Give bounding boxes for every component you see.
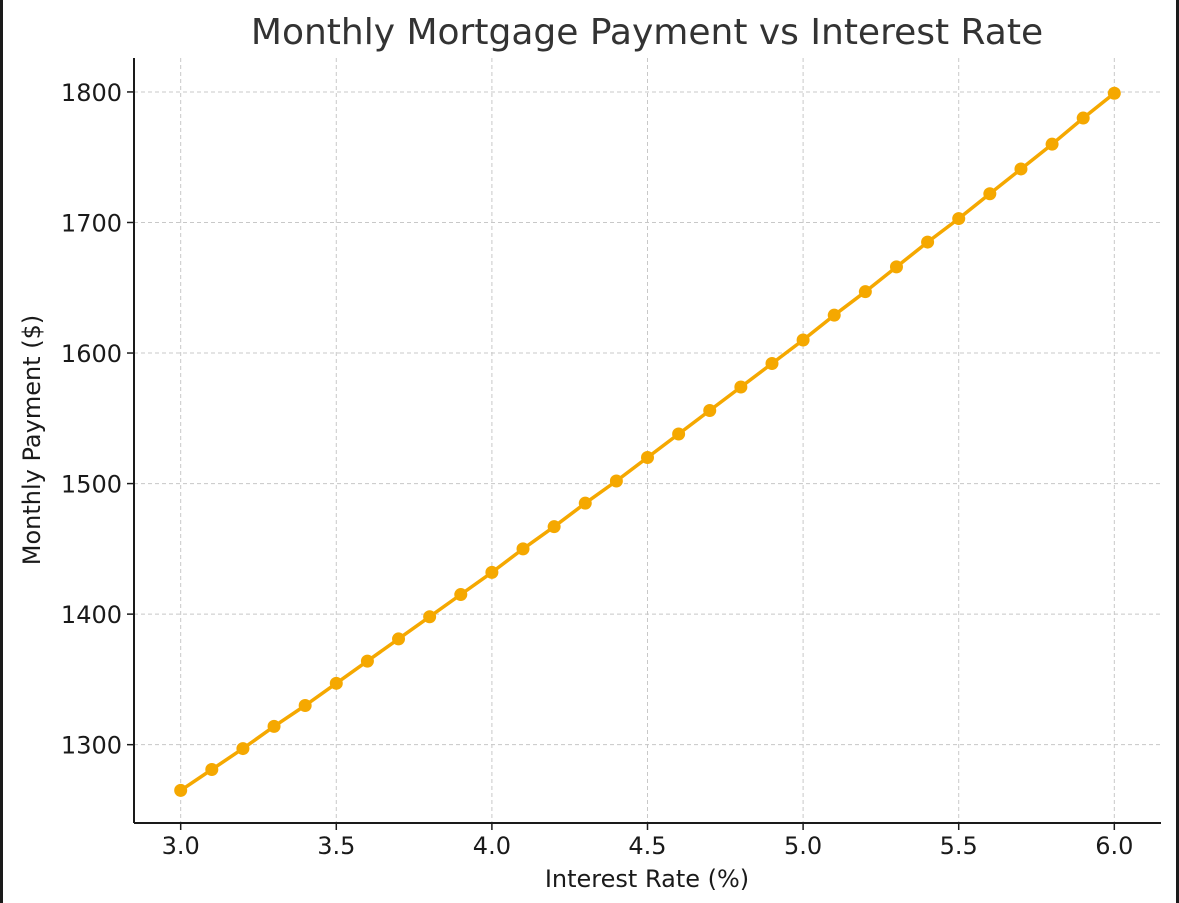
data-point bbox=[423, 610, 437, 624]
data-point bbox=[1107, 86, 1121, 100]
x-tick-label: 6.0 bbox=[1095, 832, 1133, 860]
data-point bbox=[174, 783, 188, 797]
x-tick-label: 5.5 bbox=[940, 832, 978, 860]
data-point bbox=[858, 285, 872, 299]
data-point bbox=[672, 427, 686, 441]
data-point bbox=[485, 565, 499, 579]
data-point bbox=[236, 742, 250, 756]
data-point bbox=[329, 676, 343, 690]
series-line bbox=[179, 91, 1116, 792]
data-point bbox=[609, 474, 623, 488]
y-tick-label: 1800 bbox=[61, 79, 122, 107]
y-tick-label: 1700 bbox=[61, 209, 122, 237]
x-tick-label: 4.5 bbox=[628, 832, 666, 860]
data-point bbox=[1014, 162, 1028, 176]
data-point bbox=[298, 699, 312, 713]
grid-lines bbox=[134, 58, 1161, 823]
chart-title: Monthly Mortgage Payment vs Interest Rat… bbox=[251, 12, 1043, 53]
data-point bbox=[703, 403, 717, 417]
data-point bbox=[392, 632, 406, 646]
ticks: 3.0 3.5 4.0 4.5 5.0 5.5 6.0 1300 1400 1500 1600 170… bbox=[61, 79, 1133, 860]
data-point bbox=[578, 496, 592, 510]
data-point bbox=[952, 212, 966, 226]
data-point bbox=[454, 588, 468, 602]
data-point bbox=[547, 520, 561, 534]
y-tick-label: 1600 bbox=[61, 340, 122, 368]
y-tick-label: 1500 bbox=[61, 471, 122, 499]
data-point bbox=[267, 719, 281, 733]
x-tick-label: 3.5 bbox=[317, 832, 355, 860]
right-border bbox=[1176, 0, 1179, 903]
data-point bbox=[1045, 137, 1059, 151]
left-border bbox=[0, 0, 3, 903]
data-point bbox=[765, 356, 779, 370]
data-point bbox=[1076, 111, 1090, 125]
data-point bbox=[641, 450, 654, 464]
data-series bbox=[174, 86, 1121, 797]
data-point bbox=[889, 260, 903, 274]
data-point bbox=[983, 187, 997, 201]
x-tick-label: 4.0 bbox=[473, 832, 511, 860]
y-axis-title: Monthly Payment ($) bbox=[18, 315, 46, 565]
data-point bbox=[360, 654, 374, 668]
data-point bbox=[921, 235, 935, 249]
y-tick-label: 1400 bbox=[61, 601, 122, 629]
data-point bbox=[734, 380, 748, 394]
data-point bbox=[796, 333, 810, 347]
data-point bbox=[516, 542, 530, 556]
y-tick-label: 1300 bbox=[61, 732, 122, 760]
x-tick-label: 3.0 bbox=[162, 832, 200, 860]
x-axis-title: Interest Rate (%) bbox=[545, 865, 749, 893]
data-point bbox=[205, 762, 219, 776]
x-tick-label: 5.0 bbox=[784, 832, 822, 860]
data-point bbox=[827, 308, 841, 322]
